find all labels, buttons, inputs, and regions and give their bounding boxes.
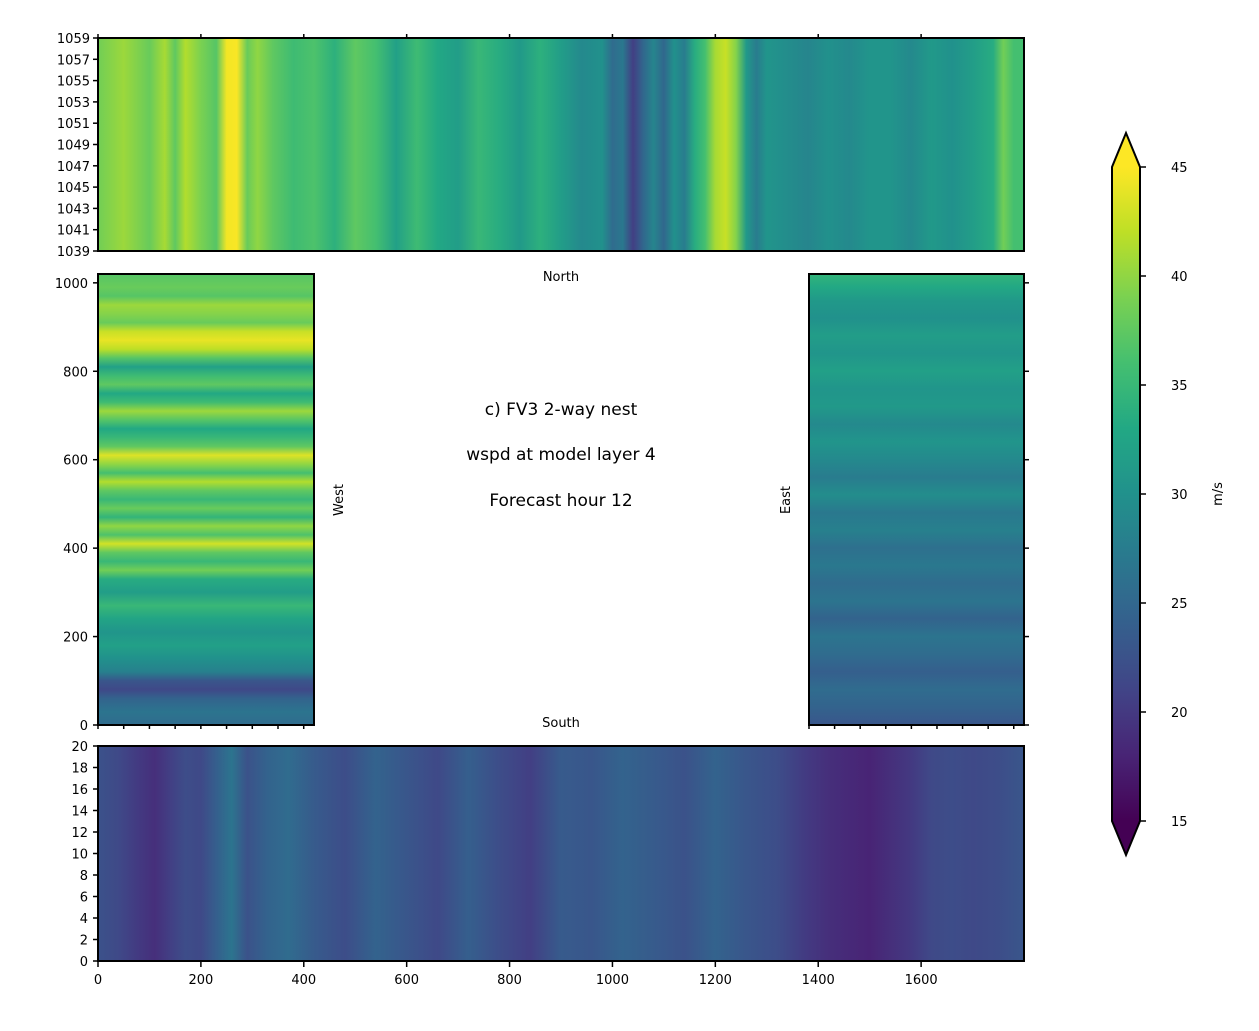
north-y-tick-label: 1043	[57, 202, 90, 217]
north-panel: 1039 1041 1043 1045 1047 1049 1051 1053 1055 1057…	[57, 32, 1025, 285]
south-y-tick-label: 16	[71, 783, 88, 798]
south-x-tick-label: 600	[394, 973, 419, 988]
south-x-tick-label: 1600	[905, 973, 938, 988]
annotation-line-2: wspd at model layer 4	[466, 445, 655, 465]
east-heatmap	[809, 274, 1024, 725]
west-y-tick-label: 0	[80, 719, 88, 734]
north-y-tick-label: 1049	[57, 139, 90, 154]
north-ticks: 1039 1041 1043 1045 1047 1049 1051 1053 1055 1057…	[57, 32, 922, 260]
south-frame	[97, 745, 1025, 962]
west-heatmap	[98, 274, 314, 725]
north-y-tick-label: 1053	[57, 96, 90, 111]
north-frame	[97, 37, 1025, 252]
south-y-tick-label: 6	[80, 891, 88, 906]
colorbar-tick-label: 30	[1171, 488, 1188, 503]
west-y-tick-label: 800	[63, 365, 88, 380]
north-y-tick-label: 1039	[57, 245, 90, 260]
south-y-tick-label: 20	[71, 740, 88, 755]
west-ticks: 0 200 400 600 800 1000	[55, 277, 305, 734]
south-y-tick-label: 10	[71, 848, 88, 863]
west-y-tick-label: 600	[63, 454, 88, 469]
colorbar-body	[1112, 167, 1140, 821]
south-x-tick-label: 1400	[802, 973, 835, 988]
east-label: East	[779, 486, 794, 514]
south-x-tick-label: 0	[94, 973, 102, 988]
south-y-tick-label: 12	[71, 826, 88, 841]
colorbar-tick-label: 25	[1171, 597, 1188, 612]
south-label: South	[542, 716, 580, 731]
west-y-tick-label: 200	[63, 631, 88, 646]
north-y-tick-label: 1051	[57, 117, 90, 132]
north-y-tick-label: 1059	[57, 32, 90, 47]
south-y-tick-label: 14	[71, 805, 88, 820]
west-y-tick-label: 400	[63, 542, 88, 557]
north-y-tick-label: 1057	[57, 53, 90, 68]
colorbar: 15 20 25 30 35 40 45 m/s	[1111, 130, 1226, 858]
south-x-tick-label: 1200	[699, 973, 732, 988]
south-y-tick-label: 4	[80, 912, 88, 927]
north-label: North	[543, 270, 579, 285]
north-heatmap	[98, 38, 1024, 251]
north-y-tick-label: 1055	[57, 75, 90, 90]
colorbar-min-extension	[1112, 821, 1140, 855]
north-y-tick-label: 1041	[57, 224, 90, 239]
colorbar-tick-label: 20	[1171, 706, 1188, 721]
east-frame	[808, 273, 1025, 726]
east-panel: East	[779, 273, 1029, 729]
colorbar-tick-label: 40	[1171, 270, 1188, 285]
colorbar-label: m/s	[1211, 482, 1226, 506]
south-x-tick-label: 200	[188, 973, 213, 988]
west-label: West	[332, 484, 347, 516]
west-y-tick-label: 1000	[55, 277, 88, 292]
north-y-tick-label: 1047	[57, 160, 90, 175]
south-x-tick-label: 800	[497, 973, 522, 988]
west-panel: 0 200 400 600 800 1000 West	[55, 273, 347, 734]
south-y-tick-label: 0	[80, 955, 88, 970]
south-x-tick-label: 1000	[596, 973, 629, 988]
annotation: c) FV3 2-way nest wspd at model layer 4 …	[466, 400, 655, 511]
colorbar-ticks: 15 20 25 30 35 40 45	[1140, 161, 1188, 830]
colorbar-tick-label: 15	[1171, 815, 1188, 830]
south-y-tick-label: 2	[80, 934, 88, 949]
annotation-line-1: c) FV3 2-way nest	[485, 400, 638, 420]
north-y-tick-label: 1045	[57, 181, 90, 196]
colorbar-tick-label: 35	[1171, 379, 1188, 394]
south-heatmap	[98, 746, 1024, 961]
colorbar-tick-label: 45	[1171, 161, 1188, 176]
colorbar-max-extension	[1112, 133, 1140, 167]
south-x-tick-label: 400	[291, 973, 316, 988]
south-y-tick-label: 8	[80, 869, 88, 884]
west-frame	[97, 273, 315, 726]
south-y-tick-label: 18	[71, 762, 88, 777]
annotation-line-3: Forecast hour 12	[489, 491, 632, 511]
